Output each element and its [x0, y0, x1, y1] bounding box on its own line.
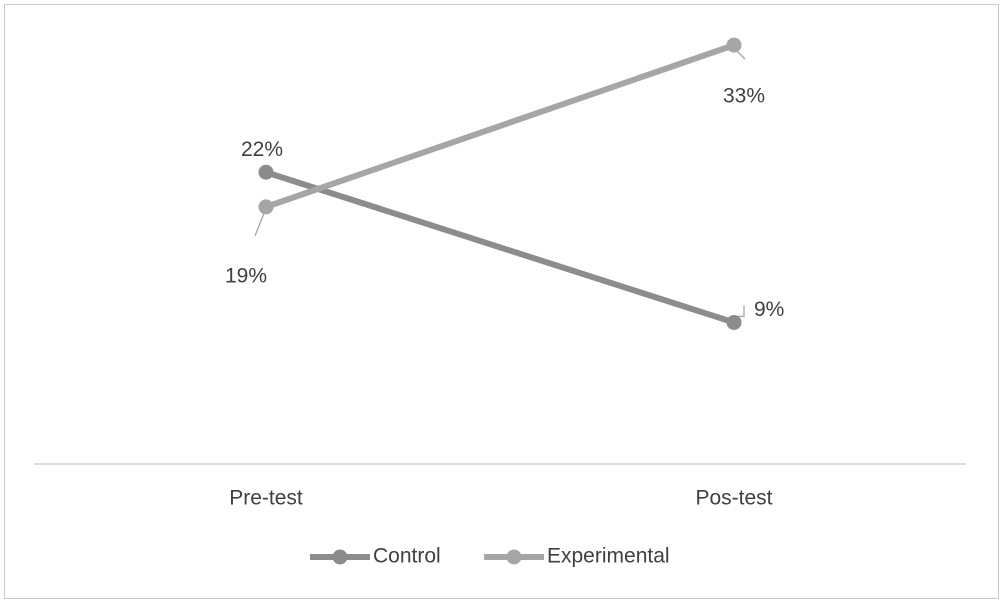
legend-item-experimental: Experimental	[484, 545, 670, 568]
point-experimental-pre-test	[258, 199, 274, 215]
label-leader-line	[254, 210, 266, 237]
legend-label: Experimental	[547, 545, 670, 568]
series-layer	[258, 37, 742, 330]
legend-swatch-marker	[506, 549, 522, 565]
point-experimental-pos-test	[726, 37, 742, 53]
point-control-pre-test	[258, 164, 274, 180]
legend-item-control: Control	[310, 545, 441, 568]
data-label-experimental-pre-test: 19%	[225, 264, 267, 287]
point-control-pos-test	[726, 314, 742, 330]
x-tick-labels: Pre-test Pos-test	[229, 487, 772, 510]
legend-swatch-marker	[332, 549, 348, 565]
chart-frame	[4, 4, 999, 599]
series-line-experimental	[265, 42, 735, 210]
series-line-control	[265, 169, 735, 326]
data-label-control-pos-test: 9%	[754, 298, 784, 321]
legend: Control Experimental	[310, 545, 670, 568]
x-tick-label: Pos-test	[695, 487, 772, 510]
label-leader-line	[734, 305, 745, 318]
data-label-experimental-pos-test: 33%	[723, 85, 765, 108]
data-label-control-pre-test: 22%	[241, 138, 283, 161]
data-labels: 22% 9% 19% 33%	[225, 85, 784, 321]
x-tick-label: Pre-test	[229, 487, 303, 510]
legend-label: Control	[373, 545, 441, 568]
